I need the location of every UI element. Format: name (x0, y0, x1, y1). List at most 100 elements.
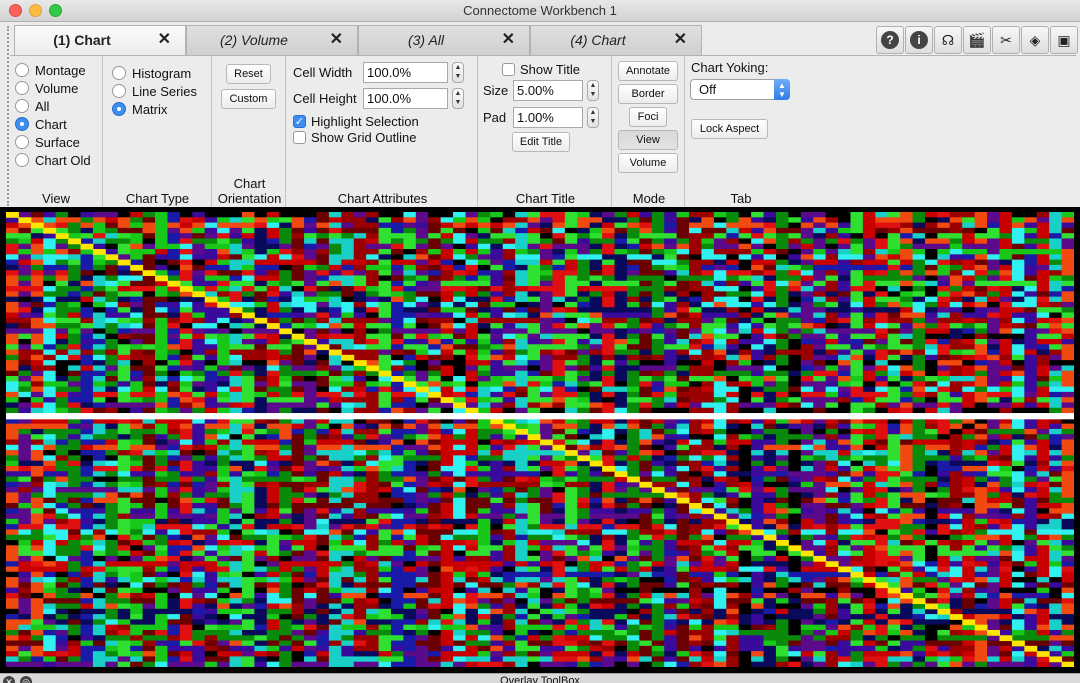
matrix-cell[interactable] (316, 354, 330, 361)
matrix-cell[interactable] (651, 259, 665, 266)
matrix-cell[interactable] (1036, 291, 1050, 298)
matrix-cell[interactable] (564, 312, 578, 319)
matrix-cell[interactable] (800, 249, 814, 255)
matrix-cell[interactable] (788, 259, 802, 266)
matrix-cell[interactable] (974, 360, 988, 366)
matrix-cell[interactable] (887, 296, 901, 303)
matrix-cell[interactable] (80, 455, 94, 462)
matrix-cell[interactable] (850, 254, 864, 261)
matrix-cell[interactable] (266, 280, 280, 287)
matrix-cell[interactable] (937, 264, 951, 271)
matrix-cell[interactable] (689, 254, 702, 261)
matrix-cell[interactable] (726, 386, 740, 393)
matrix-cell[interactable] (875, 323, 889, 329)
matrix-cell[interactable] (676, 418, 690, 425)
matrix-cell[interactable] (179, 238, 193, 245)
matrix-cell[interactable] (341, 450, 355, 456)
matrix-cell[interactable] (850, 428, 864, 435)
matrix-cell[interactable] (875, 391, 889, 398)
matrix-cell[interactable] (900, 344, 914, 351)
matrix-cell[interactable] (763, 397, 777, 403)
matrix-cell[interactable] (18, 508, 32, 515)
matrix-cell[interactable] (1024, 465, 1038, 472)
matrix-cell[interactable] (80, 328, 94, 335)
matrix-cell[interactable] (55, 323, 69, 329)
matrix-cell[interactable] (155, 227, 168, 234)
matrix-cell[interactable] (241, 391, 255, 398)
matrix-cell[interactable] (390, 344, 404, 351)
matrix-cell[interactable] (775, 434, 789, 440)
matrix-cell[interactable] (378, 391, 392, 398)
matrix-cell[interactable] (577, 391, 591, 398)
matrix-cell[interactable] (1011, 338, 1025, 345)
matrix-cell[interactable] (304, 471, 317, 478)
matrix-cell[interactable] (515, 502, 529, 509)
matrix-cell[interactable] (502, 249, 516, 255)
matrix-cell[interactable] (217, 397, 231, 403)
matrix-cell[interactable] (502, 323, 516, 329)
matrix-cell[interactable] (266, 217, 280, 224)
matrix-cell[interactable] (949, 307, 963, 314)
matrix-cell[interactable] (639, 227, 653, 234)
matrix-cell[interactable] (726, 317, 740, 324)
matrix-cell[interactable] (6, 233, 19, 239)
matrix-cell[interactable] (130, 402, 144, 409)
matrix-cell[interactable] (788, 349, 802, 356)
matrix-cell[interactable] (701, 391, 715, 398)
matrix-cell[interactable] (366, 423, 380, 430)
matrix-cell[interactable] (6, 344, 19, 351)
matrix-cell[interactable] (626, 492, 640, 499)
matrix-cell[interactable] (515, 476, 529, 483)
matrix-cell[interactable] (825, 264, 839, 271)
matrix-cell[interactable] (1049, 354, 1063, 361)
matrix-cell[interactable] (738, 418, 752, 425)
matrix-cell[interactable] (68, 317, 82, 324)
matrix-cell[interactable] (353, 444, 367, 451)
matrix-cell[interactable] (515, 328, 529, 335)
matrix-cell[interactable] (502, 233, 516, 239)
matrix-cell[interactable] (155, 439, 168, 446)
matrix-cell[interactable] (813, 434, 827, 440)
matrix-cell[interactable] (291, 418, 305, 425)
matrix-cell[interactable] (105, 434, 119, 440)
matrix-cell[interactable] (614, 338, 628, 345)
matrix-cell[interactable] (316, 487, 330, 493)
matrix-cell[interactable] (813, 428, 827, 435)
matrix-cell[interactable] (552, 450, 566, 456)
matrix-cell[interactable] (589, 407, 603, 414)
matrix-cell[interactable] (813, 370, 827, 377)
matrix-cell[interactable] (701, 397, 715, 403)
matrix-cell[interactable] (515, 444, 529, 451)
matrix-cell[interactable] (626, 286, 640, 292)
matrix-cell[interactable] (92, 465, 106, 472)
matrix-cell[interactable] (962, 307, 976, 314)
matrix-cell[interactable] (366, 450, 380, 456)
matrix-cell[interactable] (155, 291, 168, 298)
matrix-cell[interactable] (30, 259, 44, 266)
matrix-cell[interactable] (689, 286, 702, 292)
matrix-cell[interactable] (763, 233, 777, 239)
matrix-cell[interactable] (179, 513, 193, 520)
matrix-cell[interactable] (403, 249, 417, 255)
matrix-cell[interactable] (502, 508, 516, 515)
matrix-cell[interactable] (105, 397, 119, 403)
matrix-cell[interactable] (664, 243, 678, 250)
matrix-cell[interactable] (105, 312, 119, 319)
matrix-cell[interactable] (515, 349, 529, 356)
matrix-cell[interactable] (912, 455, 926, 462)
matrix-cell[interactable] (887, 291, 901, 298)
matrix-cell[interactable] (626, 455, 640, 462)
title-pad-stepper[interactable]: ▲ ▼ (587, 107, 599, 128)
matrix-cell[interactable] (1049, 418, 1063, 425)
matrix-cell[interactable] (155, 455, 168, 462)
matrix-cell[interactable] (105, 502, 119, 509)
matrix-cell[interactable] (937, 227, 951, 234)
matrix-cell[interactable] (415, 444, 429, 451)
matrix-cell[interactable] (490, 402, 504, 409)
matrix-cell[interactable] (403, 465, 417, 472)
matrix-cell[interactable] (440, 513, 454, 520)
matrix-cell[interactable] (80, 296, 94, 303)
matrix-cell[interactable] (155, 497, 168, 504)
matrix-cell[interactable] (241, 465, 255, 472)
matrix-cell[interactable] (912, 439, 926, 446)
